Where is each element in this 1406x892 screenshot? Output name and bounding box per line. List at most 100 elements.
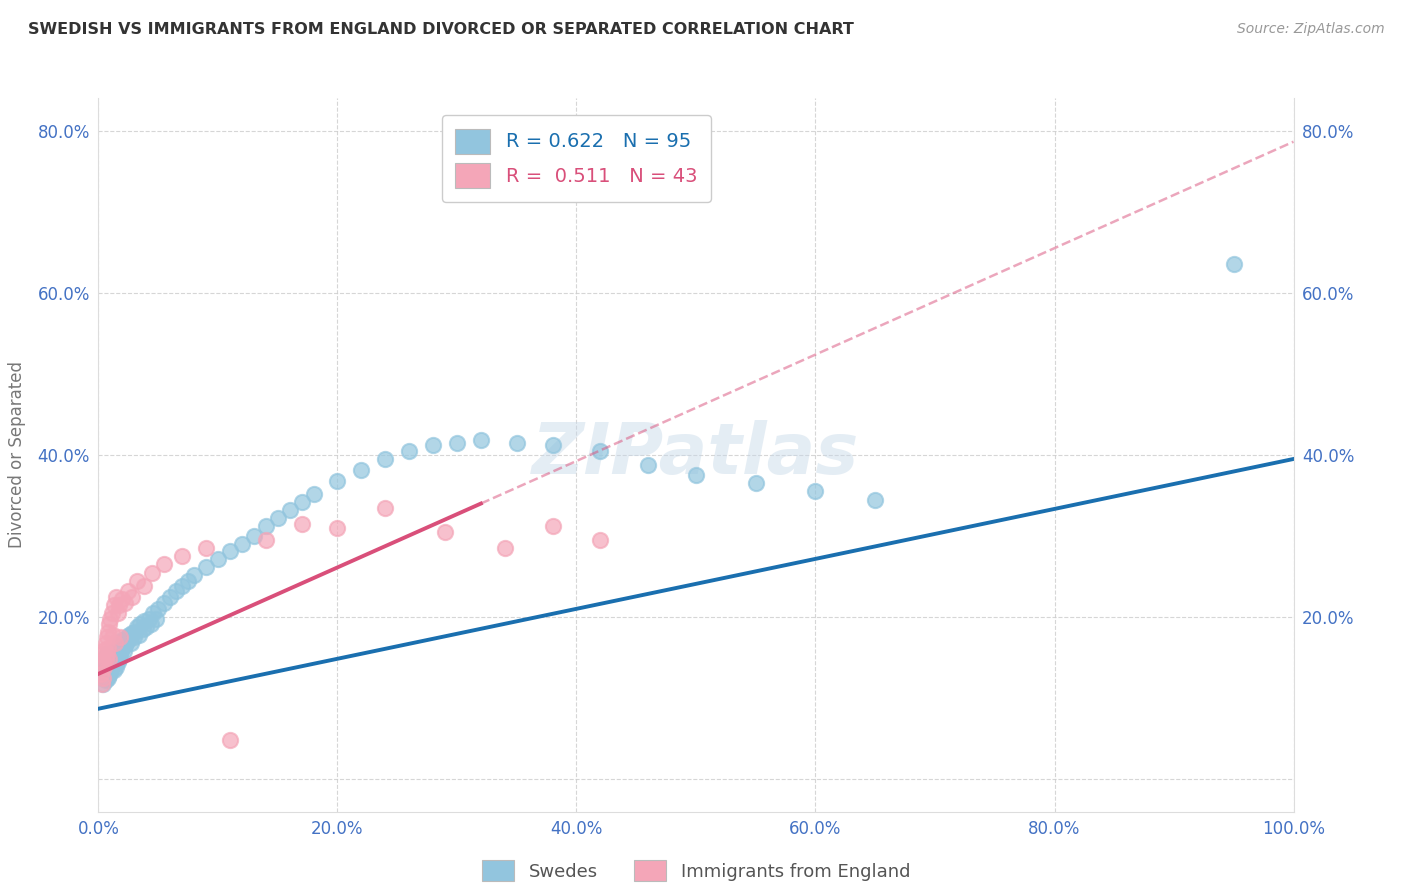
Point <box>114 639 136 653</box>
Point <box>231 537 253 551</box>
Legend: Swedes, Immigrants from England: Swedes, Immigrants from England <box>474 853 918 888</box>
Point <box>91 676 114 690</box>
Point <box>91 647 114 661</box>
Point <box>141 566 163 580</box>
Point <box>326 474 349 488</box>
Point <box>97 624 120 639</box>
Point <box>494 541 516 556</box>
Point <box>433 524 456 539</box>
Point <box>101 647 124 661</box>
Point <box>139 616 162 631</box>
Point <box>108 647 131 661</box>
Point <box>93 642 115 657</box>
Point <box>105 660 128 674</box>
Point <box>104 657 127 672</box>
Point <box>91 658 114 673</box>
Point <box>114 595 136 609</box>
Point <box>470 434 492 448</box>
Point <box>142 606 165 620</box>
Point <box>98 647 122 661</box>
Point <box>108 636 131 650</box>
Point <box>125 574 148 588</box>
Point <box>124 624 146 639</box>
Point <box>243 529 266 543</box>
Point <box>153 558 176 572</box>
Point <box>172 579 194 593</box>
Point <box>637 458 659 472</box>
Point <box>219 733 242 747</box>
Point <box>165 584 187 599</box>
Point <box>132 614 155 628</box>
Point <box>107 642 129 657</box>
Point <box>326 521 349 535</box>
Point <box>94 652 117 666</box>
Point <box>107 606 129 620</box>
Point <box>91 671 114 685</box>
Point <box>103 652 125 666</box>
Point <box>132 579 155 593</box>
Point <box>91 663 114 677</box>
Point <box>589 443 612 458</box>
Point <box>104 644 127 658</box>
Point <box>91 671 114 685</box>
Point <box>96 631 118 645</box>
Point <box>98 668 121 682</box>
Point <box>148 602 170 616</box>
Point <box>96 666 118 681</box>
Point <box>94 673 117 688</box>
Point <box>183 568 205 582</box>
Point <box>145 612 167 626</box>
Point <box>97 663 120 677</box>
Point <box>350 462 373 476</box>
Point <box>93 655 115 669</box>
Point <box>398 443 420 458</box>
Point <box>91 676 114 690</box>
Point <box>98 665 122 680</box>
Point <box>541 438 564 452</box>
Point <box>117 584 139 599</box>
Point <box>254 519 277 533</box>
Point <box>93 660 115 674</box>
Point <box>177 574 200 588</box>
Point <box>804 484 827 499</box>
Point <box>422 438 444 452</box>
Point <box>98 648 121 663</box>
Point <box>254 533 277 547</box>
Point <box>94 660 117 674</box>
Point <box>172 549 194 564</box>
Point <box>97 652 120 666</box>
Point <box>291 495 314 509</box>
Point <box>90 666 112 681</box>
Point <box>96 647 118 661</box>
Point <box>100 660 122 674</box>
Point <box>115 631 138 645</box>
Point <box>107 640 129 655</box>
Point <box>124 631 146 645</box>
Point <box>374 452 396 467</box>
Point <box>541 519 564 533</box>
Point <box>745 476 768 491</box>
Point <box>128 628 150 642</box>
Point <box>111 632 134 647</box>
Point <box>97 640 120 655</box>
Point <box>159 590 181 604</box>
Point <box>302 487 325 501</box>
Point <box>103 598 125 612</box>
Point <box>101 655 124 669</box>
Point <box>94 652 117 666</box>
Point <box>101 628 124 642</box>
Point <box>98 660 121 674</box>
Point <box>267 511 290 525</box>
Point <box>219 543 242 558</box>
Point <box>207 551 229 566</box>
Point <box>589 533 612 547</box>
Point <box>121 626 143 640</box>
Point <box>98 612 122 626</box>
Point <box>117 632 139 647</box>
Point <box>121 590 143 604</box>
Point <box>93 665 115 680</box>
Point <box>107 598 129 612</box>
Point <box>115 636 138 650</box>
Point <box>90 666 112 681</box>
Y-axis label: Divorced or Separated: Divorced or Separated <box>8 361 27 549</box>
